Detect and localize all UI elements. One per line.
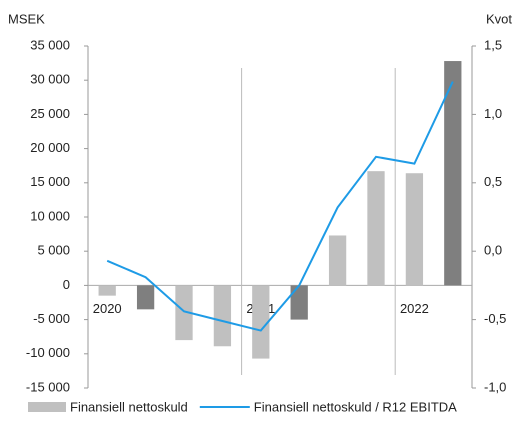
legend-label: Finansiell nettoskuld xyxy=(70,399,188,414)
bar xyxy=(367,171,385,286)
legend-swatch xyxy=(28,402,66,412)
y2-tick-label: 1,5 xyxy=(484,37,502,52)
bar xyxy=(405,173,424,286)
y2-tick-label: -0,5 xyxy=(484,311,506,326)
x-tick-label: 2020 xyxy=(93,301,122,316)
legend-label: Finansiell nettoskuld / R12 EBITDA xyxy=(254,399,457,414)
y-tick-label: 15 000 xyxy=(30,174,70,189)
x-tick-label: 2022 xyxy=(400,301,429,316)
bar xyxy=(136,285,155,310)
y-axis-title: MSEK xyxy=(8,11,45,26)
y-tick-label: -5 000 xyxy=(33,311,70,326)
bar xyxy=(290,285,308,320)
y-tick-label: -10 000 xyxy=(26,345,70,360)
y-tick-label: 10 000 xyxy=(30,208,70,223)
bar xyxy=(175,285,193,341)
bar xyxy=(444,61,462,286)
y-tick-label: 5 000 xyxy=(37,243,70,258)
y-tick-label: 20 000 xyxy=(30,140,70,155)
y-tick-label: 30 000 xyxy=(30,72,70,87)
y2-axis-title: Kvot xyxy=(486,11,512,26)
bar xyxy=(328,235,347,286)
bar xyxy=(98,285,116,296)
line xyxy=(106,81,454,332)
y2-tick-label: 1,0 xyxy=(484,106,502,121)
y2-tick-label: 0,0 xyxy=(484,243,502,258)
y-tick-label: 0 xyxy=(63,277,70,292)
y2-tick-label: -1,0 xyxy=(484,379,506,394)
y2-tick-label: 0,5 xyxy=(484,174,502,189)
y-tick-label: 35 000 xyxy=(30,37,70,52)
bar xyxy=(213,285,232,347)
bar xyxy=(252,285,270,359)
y-tick-label: 25 000 xyxy=(30,106,70,121)
y-tick-label: -15 000 xyxy=(26,379,70,394)
